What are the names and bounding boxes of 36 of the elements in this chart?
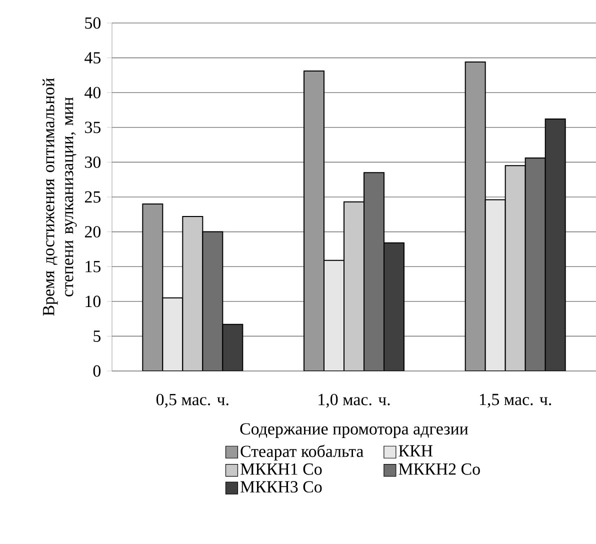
legend-label: МККН3 Co xyxy=(240,481,322,493)
y-tick-label: 40 xyxy=(84,86,101,98)
x-tick-label: 1,0 мас. ч. xyxy=(318,394,390,408)
y-tick-label: 10 xyxy=(86,296,101,308)
x-tick-label: 0,5 мас. ч. xyxy=(156,394,228,408)
bar xyxy=(464,61,486,371)
bar xyxy=(182,216,204,371)
legend-label: Стеарат кобальта xyxy=(240,444,364,461)
x-tick-label: 1,5 мас. ч. xyxy=(480,394,552,408)
legend-label: ККН xyxy=(398,445,433,456)
bar xyxy=(202,231,224,371)
bar xyxy=(544,118,566,371)
bar xyxy=(222,324,244,371)
bar xyxy=(142,203,164,371)
y-tick-label: 5 xyxy=(94,330,100,342)
bar xyxy=(162,297,184,371)
y-tick-label: 25 xyxy=(84,191,100,203)
y-axis-title: Время достижения оптимальной степени вулканизации, мин xyxy=(42,78,77,316)
legend-label: МККН2 Co xyxy=(398,463,480,475)
bar xyxy=(384,242,404,371)
y-tick-label: 35 xyxy=(85,122,100,134)
bar xyxy=(344,201,364,371)
bar xyxy=(484,199,506,371)
legend-label: МККН1 Co xyxy=(240,463,322,475)
x-axis-title: Содержание промотора адгезии xyxy=(240,423,468,438)
bar xyxy=(324,260,344,371)
y-tick-label: 50 xyxy=(85,17,101,29)
y-tick-label: 30 xyxy=(85,156,101,168)
bar xyxy=(304,70,324,371)
y-tick-label: 0 xyxy=(93,365,101,377)
y-tick-label: 15 xyxy=(86,260,100,272)
bar xyxy=(524,158,546,371)
y-tick-label: 45 xyxy=(84,52,100,64)
bar xyxy=(504,165,526,371)
y-tick-label: 20 xyxy=(84,226,101,238)
bar xyxy=(364,172,384,371)
